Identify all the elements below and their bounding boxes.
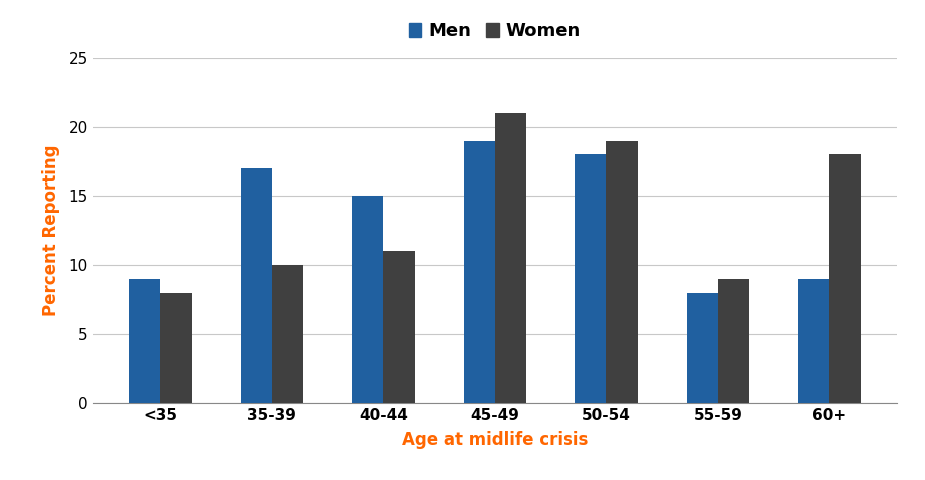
Bar [272, 265, 303, 403]
Bar [463, 141, 495, 403]
Bar [130, 279, 160, 403]
Bar [607, 141, 637, 403]
Bar [352, 196, 383, 403]
Bar [830, 155, 860, 403]
Bar [495, 113, 526, 403]
Bar [160, 293, 191, 403]
Bar [383, 251, 414, 403]
Bar [686, 293, 718, 403]
Y-axis label: Percent Reporting: Percent Reporting [42, 144, 60, 316]
Bar [718, 279, 749, 403]
X-axis label: Age at midlife crisis: Age at midlife crisis [401, 432, 588, 449]
Bar [798, 279, 830, 403]
Bar [240, 168, 272, 403]
Bar [575, 155, 607, 403]
Legend: Men, Women: Men, Women [401, 15, 588, 47]
